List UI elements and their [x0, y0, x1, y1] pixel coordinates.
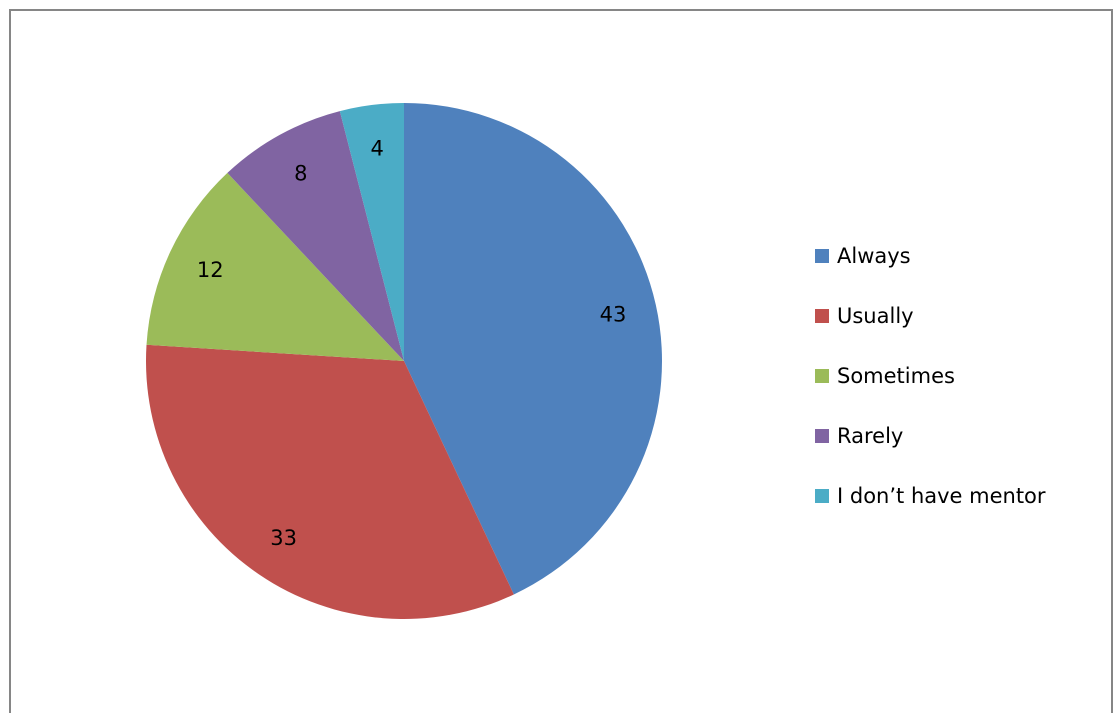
- legend-item-usually: Usually: [815, 286, 1046, 346]
- pie-slice-i-don-t-have-mentor: [339, 103, 404, 361]
- legend-label: Always: [837, 244, 911, 268]
- slice-value-label: 33: [270, 526, 297, 550]
- legend-swatch: [815, 489, 829, 503]
- pie-slice-sometimes: [146, 172, 405, 361]
- legend-item-rarely: Rarely: [815, 406, 1046, 466]
- legend-swatch: [815, 429, 829, 443]
- slice-value-label: 8: [294, 161, 307, 185]
- legend-item-always: Always: [815, 226, 1046, 286]
- legend-label: Usually: [837, 304, 914, 328]
- legend-item-no-mentor: I don’t have mentor: [815, 466, 1046, 526]
- legend-label: Rarely: [837, 424, 904, 448]
- pie-slice-usually: [145, 344, 514, 620]
- legend-label: Sometimes: [837, 364, 955, 388]
- chart-legend: Always Usually Sometimes Rarely I don’t …: [815, 226, 1046, 526]
- slice-value-label: 4: [370, 137, 383, 161]
- slice-value-label: 43: [600, 302, 627, 326]
- legend-swatch: [815, 369, 829, 383]
- pie-slice-always: [404, 103, 662, 595]
- legend-swatch: [815, 249, 829, 263]
- legend-item-sometimes: Sometimes: [815, 346, 1046, 406]
- legend-label: I don’t have mentor: [837, 484, 1046, 508]
- legend-swatch: [815, 309, 829, 323]
- slice-value-label: 12: [197, 258, 224, 282]
- pie-slice-rarely: [227, 111, 404, 361]
